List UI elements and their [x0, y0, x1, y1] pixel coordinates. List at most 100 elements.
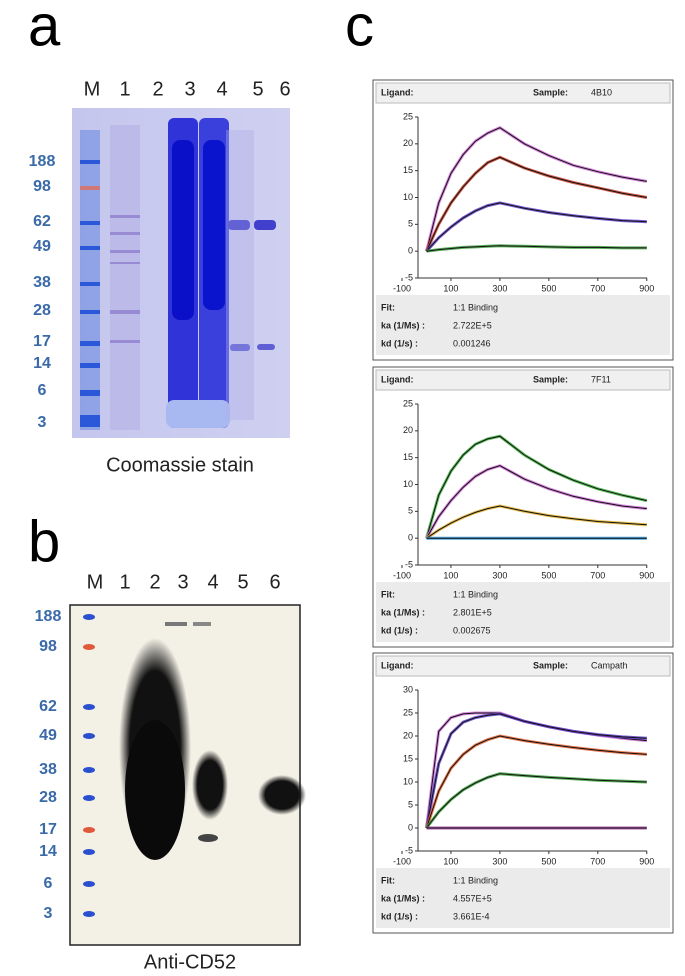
- x-tick-label: 300: [492, 283, 507, 293]
- sample-label: Sample:: [533, 87, 568, 97]
- panel-label: b: [28, 509, 60, 574]
- marker-label: 28: [39, 789, 57, 806]
- marker-label: 49: [39, 727, 57, 744]
- y-tick-label: 20: [403, 730, 413, 740]
- fit-value: 2.801E+5: [453, 607, 492, 617]
- fit-value: 1:1 Binding: [453, 875, 498, 885]
- lane-label: 4: [216, 78, 227, 100]
- header: [375, 655, 671, 677]
- y-tick-label: 0: [408, 246, 413, 256]
- marker-band: [83, 881, 95, 887]
- fit-panel: [376, 295, 670, 355]
- marker-label: 3: [44, 905, 53, 922]
- marker-label: 14: [39, 843, 57, 860]
- lane-label: 6: [269, 571, 280, 593]
- fit-value: 3.661E-4: [453, 911, 490, 921]
- lane-label: 3: [184, 78, 195, 100]
- marker-label: 17: [39, 821, 57, 838]
- x-tick-label: 700: [590, 283, 605, 293]
- marker-band: [83, 644, 95, 650]
- fit-panel: [376, 582, 670, 642]
- fit-key: ka (1/Ms) :: [381, 320, 425, 330]
- y-tick-label: 0: [408, 533, 413, 543]
- fit-key: Fit:: [381, 302, 395, 312]
- fit-key: Fit:: [381, 589, 395, 599]
- y-tick-label: 0: [408, 822, 413, 832]
- fit-key: kd (1/s) :: [381, 625, 418, 635]
- x-tick-label: 500: [541, 856, 556, 866]
- fit-value: 2.722E+5: [453, 320, 492, 330]
- marker-band: [83, 614, 95, 620]
- marker-label: 17: [33, 333, 51, 350]
- fit-curve: [426, 465, 647, 539]
- marker-band: [83, 827, 95, 833]
- marker-band: [83, 911, 95, 917]
- y-tick-label: 15: [403, 452, 413, 462]
- lane-label: 2: [152, 78, 163, 100]
- fit-value: 0.001246: [453, 338, 491, 348]
- fit-key: kd (1/s) :: [381, 911, 418, 921]
- header: [375, 369, 671, 391]
- marker-label: 188: [29, 153, 56, 170]
- marker-label: 6: [44, 875, 53, 892]
- marker-label: 6: [38, 382, 47, 399]
- marker-label: 98: [33, 178, 51, 195]
- fit-value: 4.557E+5: [453, 893, 492, 903]
- caption: Coomassie stain: [106, 454, 254, 476]
- lane-label: M: [84, 78, 101, 100]
- panel-label: a: [28, 0, 61, 58]
- ligand-label: Ligand:: [381, 87, 414, 97]
- ligand-label: Ligand:: [381, 374, 414, 384]
- fit-value: 0.002675: [453, 625, 491, 635]
- y-tick-label: 20: [403, 138, 413, 148]
- x-tick-label: 300: [492, 570, 507, 580]
- lane-label: 1: [119, 571, 130, 593]
- fit-value: 1:1 Binding: [453, 589, 498, 599]
- fit-curve: [426, 773, 647, 829]
- panel-label: c: [345, 0, 374, 58]
- marker-label: 38: [39, 761, 57, 778]
- marker-band: [83, 704, 95, 710]
- x-tick-label: -100: [393, 570, 411, 580]
- y-tick-label: 10: [403, 776, 413, 786]
- x-tick-label: -100: [393, 283, 411, 293]
- marker-label: 38: [33, 274, 51, 291]
- fit-curve: [426, 156, 647, 252]
- y-tick-label: 30: [403, 684, 413, 694]
- fit-curve: [426, 245, 647, 252]
- x-tick-label: 700: [590, 570, 605, 580]
- y-tick-label: 25: [403, 111, 413, 121]
- y-tick-label: -5: [405, 272, 413, 282]
- x-tick-label: 100: [443, 570, 458, 580]
- x-tick-label: 100: [443, 283, 458, 293]
- header: [375, 82, 671, 104]
- y-tick-label: 5: [408, 506, 413, 516]
- lane-label: 5: [252, 78, 263, 100]
- lane-label: 6: [279, 78, 290, 100]
- marker-label: 28: [33, 302, 51, 319]
- fit-curve: [426, 202, 647, 252]
- marker-band: [83, 733, 95, 739]
- fit-curve: [426, 505, 647, 539]
- lane-label: 3: [177, 571, 188, 593]
- x-tick-label: 100: [443, 856, 458, 866]
- fit-key: Fit:: [381, 875, 395, 885]
- marker-band: [83, 849, 95, 855]
- sample: 4B10: [591, 87, 612, 97]
- coomassie-gel: [72, 108, 290, 438]
- fit-curve: [426, 435, 647, 539]
- marker-label: 14: [33, 355, 51, 372]
- sample-label: Sample:: [533, 660, 568, 670]
- y-tick-label: 25: [403, 707, 413, 717]
- y-tick-label: 15: [403, 165, 413, 175]
- y-tick-label: 25: [403, 398, 413, 408]
- x-tick-label: -100: [393, 856, 411, 866]
- sample: Campath: [591, 660, 628, 670]
- fit-curve: [426, 735, 647, 829]
- x-tick-label: 900: [639, 856, 654, 866]
- y-tick-label: 15: [403, 753, 413, 763]
- y-tick-label: -5: [405, 845, 413, 855]
- y-tick-label: 5: [408, 219, 413, 229]
- y-tick-label: 20: [403, 425, 413, 435]
- fit-curve: [426, 127, 647, 252]
